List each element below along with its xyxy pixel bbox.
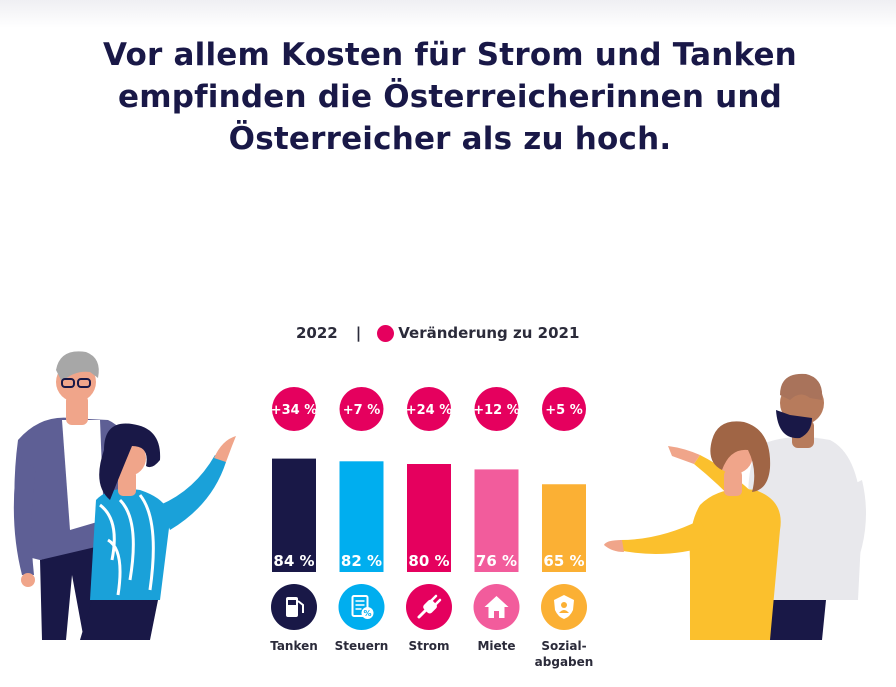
change-badge: +24 %	[406, 387, 453, 431]
change-badge-circle	[272, 387, 316, 431]
title-line-1: Vor allem Kosten für Strom und Tanken	[103, 37, 797, 73]
legend-separator: |	[355, 324, 362, 342]
bar	[407, 464, 451, 572]
category-label: Steuern	[335, 639, 389, 653]
change-badge: +7 %	[339, 387, 384, 431]
title-line-3: Österreicher als zu hoch.	[228, 121, 672, 157]
value-label: 84 %	[273, 552, 314, 570]
bars-group: +34 % 84 % Tanken +7 % 82 %% Steuern +24 % 80 %…	[270, 387, 593, 669]
change-badge: +5 %	[542, 387, 586, 431]
category-label: abgaben	[535, 655, 594, 669]
change-badge-circle	[542, 387, 586, 431]
change-label: +24 %	[406, 403, 453, 418]
change-badge: +34 %	[271, 387, 318, 431]
category-label: Sozial-	[541, 639, 586, 653]
change-badge-circle	[474, 387, 519, 431]
change-badge: +12 %	[473, 387, 520, 431]
legend: 2022 | Veränderung zu 2021	[296, 322, 579, 344]
social-shield-icon	[541, 584, 587, 630]
value-label: 65 %	[543, 552, 584, 570]
fuel-pump-icon	[271, 584, 317, 630]
bar	[272, 458, 316, 572]
legend-change-label: Veränderung zu 2021	[398, 324, 580, 342]
change-label: +5 %	[545, 403, 583, 418]
legend-year: 2022	[296, 324, 338, 342]
value-label: 80 %	[408, 552, 449, 570]
change-badge-circle	[407, 387, 451, 431]
change-badge-circle	[339, 387, 384, 431]
category-label: Tanken	[270, 639, 318, 653]
house-icon	[473, 584, 520, 630]
bar	[542, 484, 586, 572]
legend-change-dot	[377, 324, 395, 342]
change-label: +12 %	[473, 403, 520, 418]
tax-document-icon: %	[338, 584, 385, 630]
bar	[474, 469, 519, 572]
icon-circle	[338, 584, 385, 630]
category-label: Miete	[477, 639, 515, 653]
power-plug-icon	[406, 584, 452, 630]
change-label: +34 %	[271, 403, 318, 418]
category-label: Strom	[408, 639, 449, 653]
chart-title: Vor allem Kosten für Strom und Tanken em…	[60, 34, 840, 160]
svg-text:%: %	[363, 609, 371, 618]
value-label: 82 %	[341, 552, 382, 570]
title-line-2: empfinden die Österreicherinnen und	[117, 79, 783, 115]
change-label: +7 %	[343, 403, 381, 418]
top-fade	[0, 0, 896, 28]
bar	[339, 461, 384, 572]
value-label: 76 %	[476, 552, 517, 570]
